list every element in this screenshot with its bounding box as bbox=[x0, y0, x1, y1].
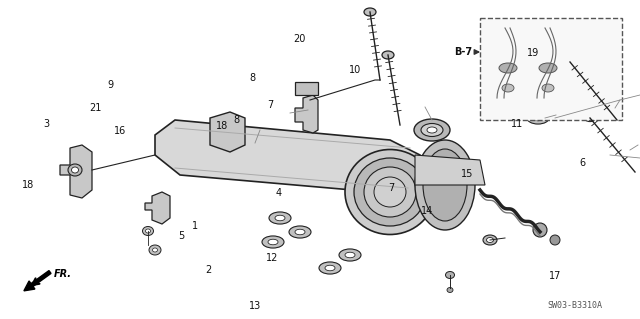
Ellipse shape bbox=[345, 150, 435, 234]
Ellipse shape bbox=[364, 167, 416, 217]
Ellipse shape bbox=[423, 149, 467, 221]
Text: 12: 12 bbox=[266, 253, 278, 263]
Ellipse shape bbox=[499, 63, 517, 73]
Ellipse shape bbox=[382, 51, 394, 59]
Ellipse shape bbox=[445, 271, 454, 278]
Text: 7: 7 bbox=[268, 100, 274, 110]
Ellipse shape bbox=[584, 115, 595, 122]
Text: 19: 19 bbox=[527, 48, 540, 58]
Ellipse shape bbox=[152, 248, 157, 252]
Ellipse shape bbox=[149, 245, 161, 255]
Ellipse shape bbox=[68, 164, 82, 176]
Ellipse shape bbox=[319, 262, 341, 274]
FancyArrow shape bbox=[24, 271, 51, 291]
Text: 5: 5 bbox=[178, 231, 184, 241]
Ellipse shape bbox=[533, 223, 547, 237]
Text: B-7: B-7 bbox=[454, 47, 472, 57]
Ellipse shape bbox=[269, 212, 291, 224]
Ellipse shape bbox=[427, 127, 437, 133]
Ellipse shape bbox=[262, 236, 284, 248]
Ellipse shape bbox=[364, 8, 376, 16]
Text: 18: 18 bbox=[216, 121, 228, 131]
Ellipse shape bbox=[502, 84, 514, 92]
Text: 13: 13 bbox=[248, 301, 261, 311]
Ellipse shape bbox=[542, 84, 554, 92]
Ellipse shape bbox=[345, 252, 355, 258]
Polygon shape bbox=[155, 120, 430, 195]
Ellipse shape bbox=[483, 235, 497, 245]
Text: 11: 11 bbox=[511, 119, 523, 130]
Ellipse shape bbox=[527, 112, 549, 124]
Text: 7: 7 bbox=[388, 183, 395, 193]
Ellipse shape bbox=[564, 58, 575, 65]
Polygon shape bbox=[60, 145, 92, 198]
Ellipse shape bbox=[486, 238, 493, 242]
Ellipse shape bbox=[275, 215, 285, 221]
Ellipse shape bbox=[539, 63, 557, 73]
Polygon shape bbox=[295, 95, 318, 133]
Text: 20: 20 bbox=[293, 34, 306, 44]
Ellipse shape bbox=[550, 235, 560, 245]
Polygon shape bbox=[145, 192, 170, 224]
Text: 1: 1 bbox=[192, 221, 198, 232]
Text: 15: 15 bbox=[461, 169, 473, 179]
Ellipse shape bbox=[325, 265, 335, 271]
Text: 14: 14 bbox=[421, 205, 433, 216]
Text: 10: 10 bbox=[349, 65, 361, 75]
Text: 2: 2 bbox=[205, 264, 211, 275]
Ellipse shape bbox=[533, 115, 543, 121]
Text: 6: 6 bbox=[579, 158, 586, 168]
Ellipse shape bbox=[421, 123, 443, 137]
Ellipse shape bbox=[268, 239, 278, 245]
Text: 21: 21 bbox=[90, 103, 102, 113]
Ellipse shape bbox=[289, 226, 311, 238]
Text: 8: 8 bbox=[250, 73, 256, 83]
Polygon shape bbox=[415, 155, 485, 185]
Ellipse shape bbox=[145, 229, 150, 233]
Text: FR.: FR. bbox=[54, 269, 72, 279]
Polygon shape bbox=[295, 82, 318, 95]
Bar bbox=[480, 18, 622, 120]
Ellipse shape bbox=[339, 249, 361, 261]
Ellipse shape bbox=[143, 226, 154, 235]
Text: 4: 4 bbox=[275, 188, 282, 198]
Ellipse shape bbox=[415, 140, 475, 230]
Text: 8: 8 bbox=[234, 115, 240, 125]
Ellipse shape bbox=[354, 158, 426, 226]
Ellipse shape bbox=[414, 119, 450, 141]
Ellipse shape bbox=[374, 177, 406, 207]
Ellipse shape bbox=[447, 287, 453, 293]
Text: SW03-B3310A: SW03-B3310A bbox=[547, 300, 602, 309]
Text: 9: 9 bbox=[107, 79, 113, 90]
Text: 17: 17 bbox=[548, 271, 561, 281]
Ellipse shape bbox=[72, 167, 79, 173]
Text: 18: 18 bbox=[22, 180, 34, 190]
Ellipse shape bbox=[295, 229, 305, 235]
Text: 16: 16 bbox=[114, 126, 126, 136]
Polygon shape bbox=[210, 112, 245, 152]
Text: 3: 3 bbox=[44, 119, 50, 130]
